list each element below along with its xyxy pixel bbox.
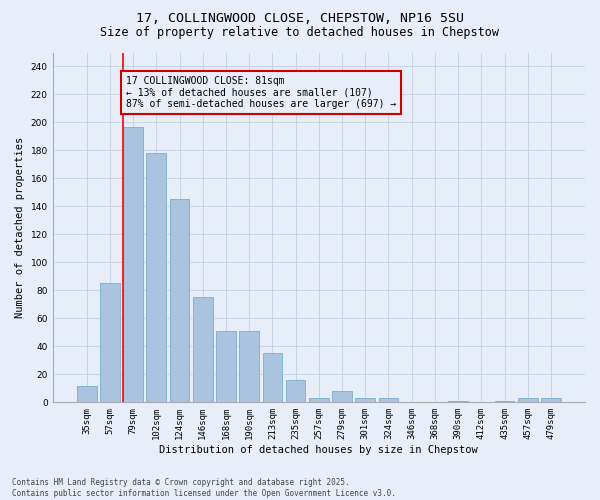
Text: 17 COLLINGWOOD CLOSE: 81sqm
← 13% of detached houses are smaller (107)
87% of se: 17 COLLINGWOOD CLOSE: 81sqm ← 13% of det… — [126, 76, 397, 110]
X-axis label: Distribution of detached houses by size in Chepstow: Distribution of detached houses by size … — [160, 445, 478, 455]
Bar — [146, 154, 166, 402]
Bar — [216, 331, 236, 402]
Y-axis label: Number of detached properties: Number of detached properties — [15, 137, 25, 318]
Bar — [77, 386, 97, 402]
Bar — [286, 380, 305, 402]
Bar — [170, 200, 190, 402]
Bar — [100, 284, 120, 403]
Bar — [379, 398, 398, 402]
Bar — [494, 401, 514, 402]
Bar — [448, 401, 468, 402]
Bar — [355, 398, 375, 402]
Bar — [541, 398, 561, 402]
Text: 17, COLLINGWOOD CLOSE, CHEPSTOW, NP16 5SU: 17, COLLINGWOOD CLOSE, CHEPSTOW, NP16 5S… — [136, 12, 464, 26]
Bar — [263, 354, 282, 403]
Text: Contains HM Land Registry data © Crown copyright and database right 2025.
Contai: Contains HM Land Registry data © Crown c… — [12, 478, 396, 498]
Bar — [239, 331, 259, 402]
Bar — [123, 126, 143, 402]
Bar — [193, 298, 212, 403]
Bar — [309, 398, 329, 402]
Bar — [332, 391, 352, 402]
Bar — [518, 398, 538, 402]
Text: Size of property relative to detached houses in Chepstow: Size of property relative to detached ho… — [101, 26, 499, 39]
